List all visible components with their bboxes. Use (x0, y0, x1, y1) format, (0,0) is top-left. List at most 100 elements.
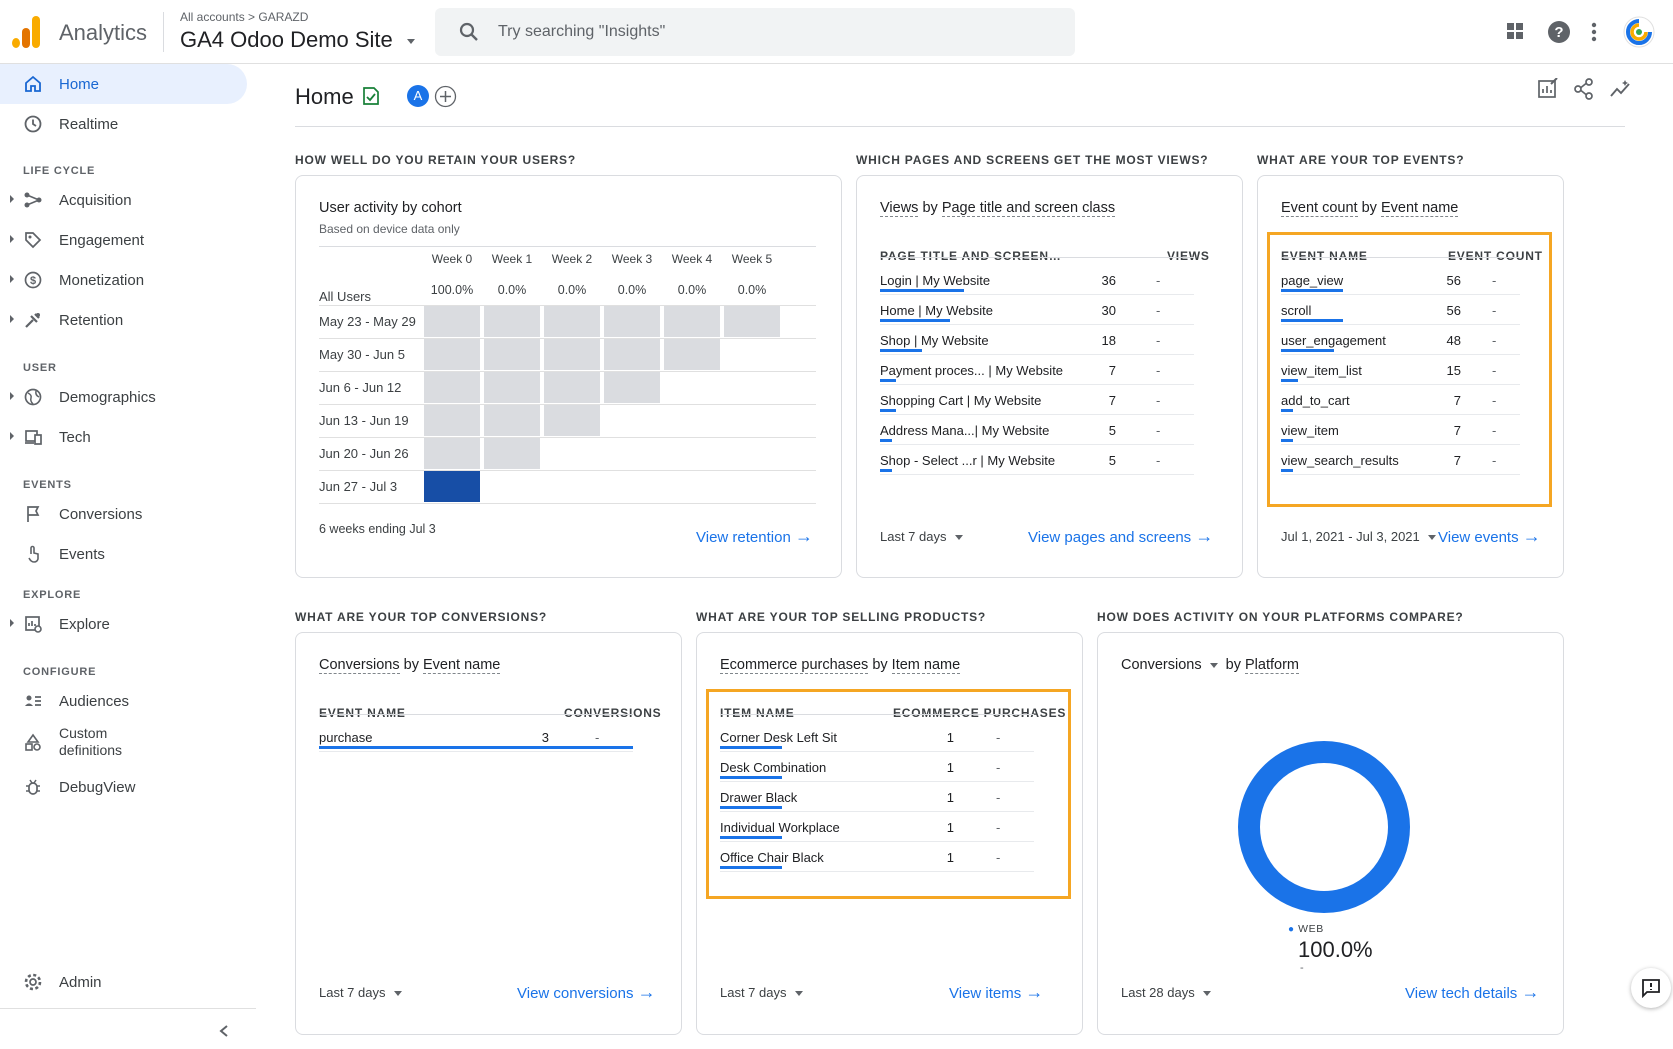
view-events-link[interactable]: View events → (1438, 526, 1541, 547)
sidebar-item-acquisition[interactable]: Acquisition (0, 180, 247, 220)
table-row[interactable]: Home | My Website 30 - (880, 295, 1194, 325)
table-row[interactable]: Corner Desk Left Sit 1 - (720, 722, 1034, 752)
view-items-link[interactable]: View items → (949, 982, 1043, 1003)
collapse-chevron-left-icon[interactable] (218, 1024, 230, 1038)
row-value: 3 (541, 730, 549, 745)
dimension-selector[interactable]: Platform (1245, 657, 1300, 674)
breadcrumb[interactable]: All accounts > GARAZD (180, 10, 309, 24)
donut-slice-web[interactable] (1238, 741, 1410, 913)
metric-selector[interactable]: Event count (1281, 200, 1358, 217)
more-vert-icon[interactable] (1590, 20, 1598, 44)
customize-report-icon[interactable] (1537, 78, 1559, 100)
sidebar-item-custom-definitions[interactable]: Custom definitions (0, 721, 247, 765)
cohort-cell[interactable] (424, 438, 480, 469)
sidebar-item-conversions[interactable]: Conversions (0, 494, 247, 534)
cohort-cell[interactable] (664, 339, 720, 370)
cohort-cell[interactable] (424, 372, 480, 403)
cohort-cell[interactable] (604, 339, 660, 370)
date-range-dropdown[interactable]: Last 7 days (319, 985, 402, 1000)
help-icon[interactable]: ? (1547, 20, 1571, 44)
cohort-cell[interactable] (544, 339, 600, 370)
insights-icon[interactable] (1609, 78, 1631, 100)
sidebar-item-tech[interactable]: Tech (0, 417, 247, 457)
table-row[interactable]: view_search_results 7 - (1281, 445, 1520, 475)
sidebar-item-debugview[interactable]: DebugView (0, 767, 247, 807)
cohort-cell[interactable] (424, 471, 480, 502)
cohort-cell[interactable] (604, 306, 660, 337)
table-row[interactable]: purchase 3 - (319, 722, 633, 752)
table-row[interactable]: Address Mana...| My Website 5 - (880, 415, 1194, 445)
table-row[interactable]: Shop | My Website 18 - (880, 325, 1194, 355)
sidebar-item-realtime[interactable]: Realtime (0, 104, 247, 144)
cohort-cell[interactable] (544, 372, 600, 403)
sidebar-item-audiences[interactable]: Audiences (0, 681, 247, 721)
table-row[interactable]: view_item_list 15 - (1281, 355, 1520, 385)
table-row[interactable]: Login | My Website 36 - (880, 265, 1194, 295)
account-avatar-icon[interactable] (1623, 16, 1655, 48)
date-range-dropdown[interactable]: Last 7 days (720, 985, 803, 1000)
cohort-cell[interactable] (604, 372, 660, 403)
cohort-cell[interactable] (424, 339, 480, 370)
cohort-cell[interactable] (544, 405, 600, 436)
share-icon[interactable] (1573, 78, 1595, 100)
dimension-selector[interactable]: Event name (1380, 200, 1459, 217)
dimension-selector[interactable]: Item name (891, 657, 961, 674)
property-selector[interactable]: GA4 Odoo Demo Site (180, 27, 415, 53)
date-range-dropdown[interactable]: Jul 1, 2021 - Jul 3, 2021 (1281, 529, 1436, 544)
date-range-dropdown[interactable]: Last 28 days (1121, 985, 1211, 1000)
cohort-cell[interactable] (724, 306, 780, 337)
sidebar-item-explore[interactable]: Explore (0, 604, 247, 644)
comparison-avatar[interactable]: A (407, 85, 429, 107)
table-row[interactable]: view_item 7 - (1281, 415, 1520, 445)
table-row[interactable]: Individual Workplace 1 - (720, 812, 1034, 842)
cohort-cell[interactable] (484, 405, 540, 436)
cohort-cell[interactable] (484, 306, 540, 337)
table-row[interactable]: Shopping Cart | My Website 7 - (880, 385, 1194, 415)
table-row[interactable]: Office Chair Black 1 - (720, 842, 1034, 872)
view-pages-link[interactable]: View pages and screens → (1028, 526, 1213, 547)
table-row[interactable]: add_to_cart 7 - (1281, 385, 1520, 415)
metric-selector[interactable]: Ecommerce purchases (720, 657, 869, 674)
sidebar-item-demographics[interactable]: Demographics (0, 377, 247, 417)
view-retention-link[interactable]: View retention → (696, 526, 813, 547)
table-row[interactable]: Desk Combination 1 - (720, 752, 1034, 782)
table-row[interactable]: Shop - Select ...r | My Website 5 - (880, 445, 1194, 475)
table-row[interactable]: Drawer Black 1 - (720, 782, 1034, 812)
table-row[interactable]: page_view 56 - (1281, 265, 1520, 295)
page-title: Home (295, 84, 354, 110)
search-input[interactable]: Try searching "Insights" (498, 23, 666, 40)
sidebar-item-engagement[interactable]: Engagement (0, 220, 247, 260)
section-question: HOW WELL DO YOU RETAIN YOUR USERS? (295, 153, 576, 167)
table-row[interactable]: user_engagement 48 - (1281, 325, 1520, 355)
analytics-logo-icon[interactable] (12, 16, 42, 48)
cohort-cell[interactable] (664, 306, 720, 337)
metric-dropdown[interactable]: Conversions (1121, 657, 1218, 673)
dimension-selector[interactable]: Event name (422, 657, 501, 674)
sidebar-item-monetization[interactable]: $ Monetization (0, 260, 247, 300)
cohort-cell[interactable] (424, 405, 480, 436)
sidebar-item-events[interactable]: Events (0, 534, 247, 574)
sidebar-item-admin[interactable]: Admin (0, 962, 247, 1002)
table-row[interactable]: scroll 56 - (1281, 295, 1520, 325)
sidebar-item-home[interactable]: Home (0, 64, 247, 104)
cohort-cell[interactable] (484, 339, 540, 370)
dimension-selector[interactable]: Page title and screen class (941, 200, 1116, 217)
table-row[interactable]: Payment proces... | My Website 7 - (880, 355, 1194, 385)
date-range-dropdown[interactable]: Last 7 days (880, 529, 963, 544)
add-comparison-icon[interactable] (434, 85, 457, 108)
sidebar-item-retention[interactable]: Retention (0, 300, 247, 340)
cohort-cell[interactable] (424, 306, 480, 337)
verified-report-icon[interactable] (362, 86, 380, 106)
column-header: EVENT COUNT (1448, 249, 1543, 263)
cohort-cell[interactable] (544, 306, 600, 337)
metric-selector[interactable]: Conversions (319, 657, 400, 674)
feedback-button[interactable] (1631, 968, 1671, 1008)
metric-selector[interactable]: Views (880, 200, 919, 217)
view-tech-details-link[interactable]: View tech details → (1405, 982, 1539, 1003)
view-conversions-link[interactable]: View conversions → (517, 982, 656, 1003)
row-divider (319, 404, 816, 405)
cohort-cell[interactable] (484, 372, 540, 403)
cohort-cell[interactable] (484, 438, 540, 469)
apps-grid-icon[interactable] (1504, 20, 1526, 42)
search-bar[interactable]: Try searching "Insights" (435, 8, 1075, 56)
